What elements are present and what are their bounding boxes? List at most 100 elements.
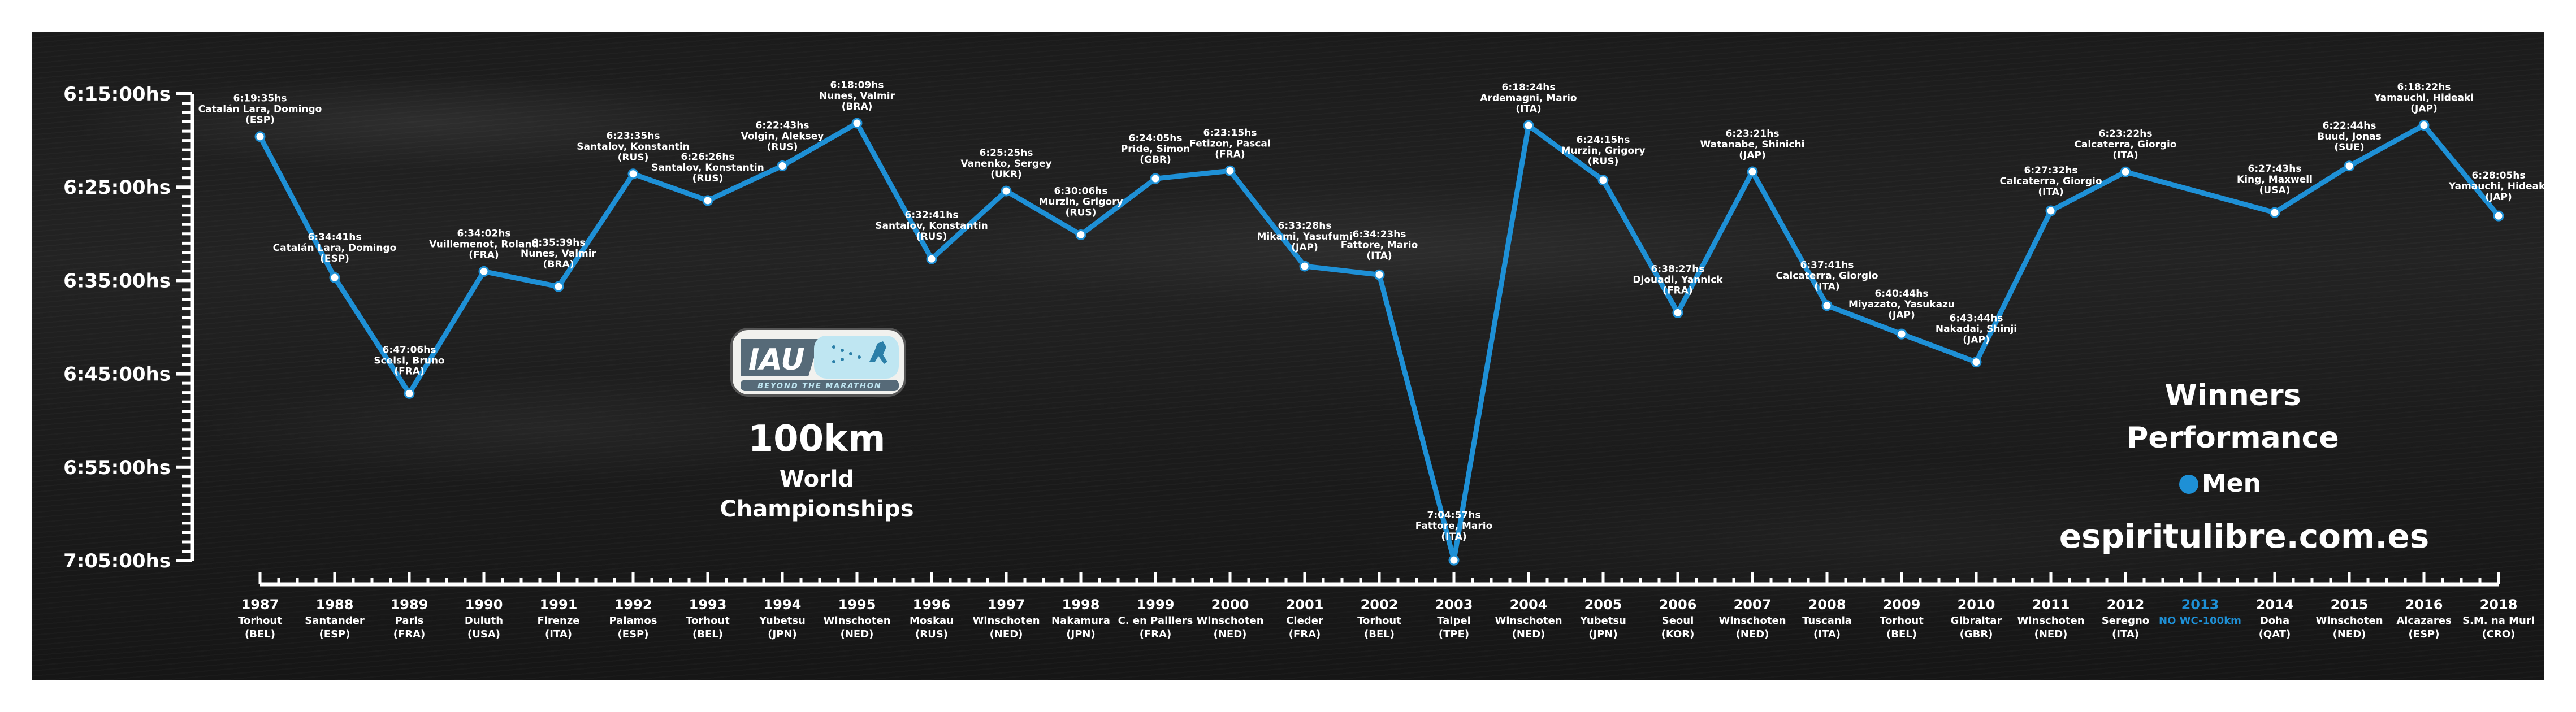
point-nationality-label: (ITA) bbox=[1516, 103, 1541, 115]
x-venue-label: Seoul bbox=[1662, 615, 1694, 627]
x-year-label: 2007 bbox=[1734, 597, 1772, 613]
point-nationality-label: (USA) bbox=[2259, 185, 2291, 196]
point-time-label: 6:33:28hs bbox=[1278, 220, 1332, 232]
y-tick-label: 6:25:00hs bbox=[63, 176, 171, 199]
x-country-label: (NED) bbox=[2333, 628, 2366, 640]
point-time-label: 6:35:39hs bbox=[532, 237, 586, 249]
x-year-label: 2000 bbox=[1211, 597, 1249, 613]
x-year-label: 2009 bbox=[1883, 597, 1921, 613]
point-athlete-label: Djouadi, Yannick bbox=[1633, 274, 1723, 285]
men-series-line bbox=[257, 120, 2501, 563]
y-tick-label: 6:35:00hs bbox=[63, 270, 171, 292]
point-athlete-label: Fattore, Mario bbox=[1341, 240, 1418, 251]
x-venue-label: Alcazares bbox=[2396, 615, 2451, 627]
data-point bbox=[553, 281, 564, 292]
x-year-label: 2012 bbox=[2107, 597, 2145, 613]
x-axis: 1987Torhout(BEL)1988Santander(ESP)1989Pa… bbox=[238, 572, 2535, 640]
x-year-label: 2011 bbox=[2032, 597, 2070, 613]
point-nationality-label: (JAP) bbox=[1963, 335, 1989, 346]
iau-logo-text: IAU bbox=[748, 343, 804, 377]
point-nationality-label: (RUS) bbox=[618, 152, 649, 163]
men-series bbox=[254, 118, 2504, 566]
point-time-label: 6:22:44hs bbox=[2323, 120, 2376, 132]
point-nationality-label: (RUS) bbox=[1066, 207, 1097, 218]
x-venue-label: Seregno bbox=[2102, 615, 2149, 627]
x-venue-label: Santander bbox=[305, 615, 365, 627]
point-athlete-label: Yamauchi, Hideaki bbox=[2448, 181, 2548, 192]
y-axis: 6:15:00hs 6:25:00hs 6:35:00hs 6:45:00hs 6:55… bbox=[63, 83, 194, 572]
data-point bbox=[1672, 307, 1683, 318]
point-nationality-label: (JAP) bbox=[1291, 242, 1318, 253]
point-nationality-label: (BRA) bbox=[842, 101, 873, 112]
x-country-label: (NED) bbox=[2034, 628, 2068, 640]
point-nationality-label: (ITA) bbox=[1441, 531, 1466, 542]
point-athlete-label: Volgin, Aleksey bbox=[741, 131, 824, 142]
x-year-label: 2006 bbox=[1659, 597, 1697, 613]
x-year-label: 2002 bbox=[1361, 597, 1399, 613]
x-country-label: (JPN) bbox=[1066, 628, 1095, 640]
x-country-label: (BEL) bbox=[1886, 628, 1917, 640]
x-venue-label: Taipei bbox=[1437, 615, 1471, 627]
point-time-label: 6:43:44hs bbox=[1950, 313, 2003, 324]
point-nationality-label: (JAP) bbox=[2485, 192, 2512, 203]
x-venue-label: C. en Paillers bbox=[1118, 615, 1193, 627]
point-athlete-label: Calcaterra, Giorgio bbox=[1999, 176, 2102, 187]
data-point bbox=[1224, 165, 1236, 176]
x-country-label: (NED) bbox=[990, 628, 1023, 640]
x-venue-label: Yubetsu bbox=[1579, 615, 1626, 627]
x-country-label: (FRA) bbox=[1289, 628, 1321, 640]
point-athlete-label: Santalov, Konstantin bbox=[875, 220, 988, 232]
y-tick-label: 6:15:00hs bbox=[63, 83, 171, 106]
point-nationality-label: (FRA) bbox=[1663, 285, 1692, 296]
data-point bbox=[1821, 300, 1833, 311]
point-nationality-label: (JAP) bbox=[1739, 150, 1765, 161]
x-country-label: (NED) bbox=[1512, 628, 1545, 640]
point-time-label: 6:26:26hs bbox=[681, 151, 735, 163]
x-country-label: (NED) bbox=[1214, 628, 1247, 640]
data-point bbox=[478, 266, 490, 277]
data-point bbox=[254, 131, 266, 142]
x-year-label: 2003 bbox=[1435, 597, 1473, 613]
data-point bbox=[404, 388, 415, 399]
event-title: 100km bbox=[748, 418, 886, 460]
x-country-label: (KOR) bbox=[1661, 628, 1695, 640]
point-nationality-label: (ESP) bbox=[320, 253, 349, 264]
point-nationality-label: (JAP) bbox=[1888, 310, 1915, 321]
point-time-label: 6:18:22hs bbox=[2397, 82, 2451, 93]
data-point bbox=[1597, 175, 1609, 186]
point-nationality-label: (RUS) bbox=[767, 141, 798, 153]
data-point bbox=[1075, 229, 1086, 240]
chart-title-performance: Performance bbox=[2127, 421, 2339, 455]
data-point bbox=[2269, 207, 2280, 218]
point-nationality-label: (SUE) bbox=[2334, 142, 2364, 153]
point-time-label: 6:40:44hs bbox=[1875, 288, 1929, 299]
x-country-label: (FRA) bbox=[393, 628, 426, 640]
point-athlete-label: Watanabe, Shinichi bbox=[1700, 139, 1805, 150]
x-year-label: 1989 bbox=[391, 597, 428, 613]
x-venue-label: Firenze bbox=[537, 615, 579, 627]
data-point bbox=[2045, 205, 2057, 216]
x-venue-label: Winschoten bbox=[823, 615, 890, 627]
point-nationality-label: (BRA) bbox=[543, 259, 574, 270]
x-country-label: (GBR) bbox=[1960, 628, 1993, 640]
point-athlete-label: Mikami, Yasufumi bbox=[1257, 231, 1353, 242]
point-nationality-label: (ITA) bbox=[2112, 150, 2138, 161]
point-time-label: 6:34:02hs bbox=[457, 228, 511, 239]
point-athlete-label: Scelsi, Bruno bbox=[374, 355, 444, 366]
legend-label: Men bbox=[2202, 469, 2261, 498]
point-time-label: 6:18:24hs bbox=[1502, 82, 1556, 93]
point-time-label: 6:22:43hs bbox=[756, 120, 809, 131]
data-point bbox=[702, 195, 713, 206]
data-point bbox=[1448, 554, 1460, 566]
x-year-label: 1992 bbox=[614, 597, 652, 613]
point-athlete-label: Nakadai, Shinji bbox=[1936, 324, 2017, 335]
data-point bbox=[1896, 328, 1907, 340]
point-time-label: 6:32:41hs bbox=[905, 210, 959, 221]
point-time-label: 6:28:05hs bbox=[2472, 170, 2526, 181]
data-point bbox=[1299, 261, 1310, 272]
legend: Men bbox=[2179, 469, 2261, 498]
y-tick-label: 6:55:00hs bbox=[63, 457, 171, 479]
event-subtitle-championships: Championships bbox=[720, 496, 914, 522]
x-country-label: (BEL) bbox=[245, 628, 275, 640]
point-time-label: 6:34:23hs bbox=[1353, 229, 1406, 240]
